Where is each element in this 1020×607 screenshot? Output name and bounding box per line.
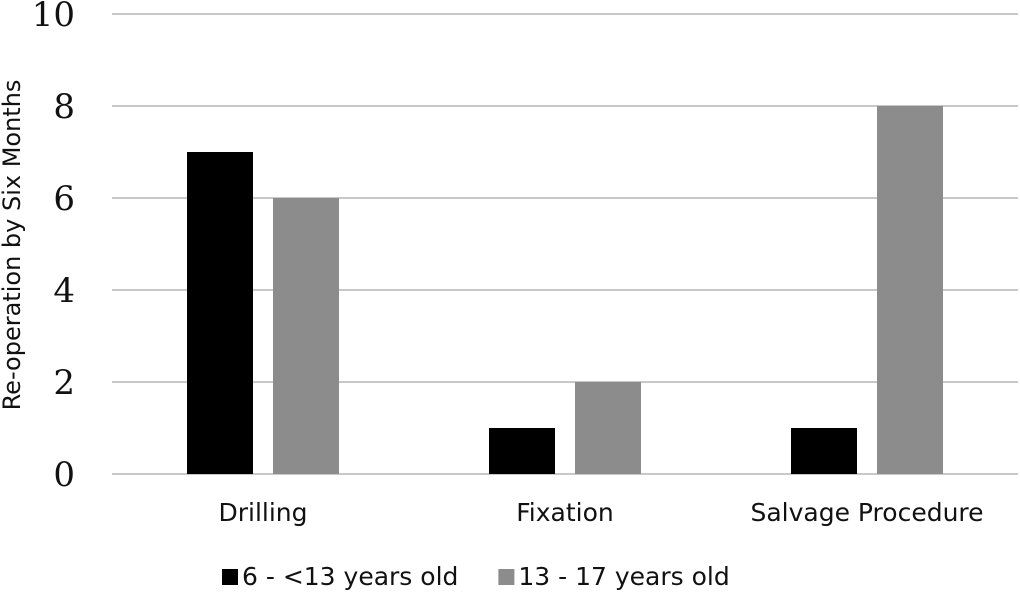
legend-label-1: 6 - <13 years old: [242, 562, 458, 591]
x-category-label: Salvage Procedure: [750, 498, 983, 527]
x-category-label: Fixation: [516, 498, 614, 527]
bar-fixation-series-1: [489, 428, 555, 474]
bar-salvage-procedure-series-2: [877, 106, 943, 474]
bar-salvage-procedure-series-1: [791, 428, 857, 474]
bar-drilling-series-1: [187, 152, 253, 474]
gridlines: [112, 13, 1018, 475]
y-axis-ticks: 0 2 4 6 8 10: [32, 0, 75, 495]
bar-fixation-series-2: [575, 382, 641, 474]
x-axis-categories: Drilling Fixation Salvage Procedure: [218, 498, 983, 527]
legend-label-2: 13 - 17 years old: [518, 562, 729, 591]
y-tick-label: 0: [53, 455, 75, 495]
bar-drilling-series-2: [273, 198, 339, 474]
legend-swatch-1: [222, 569, 238, 585]
y-tick-label: 8: [53, 87, 75, 127]
x-category-label: Drilling: [218, 498, 307, 527]
bars: [187, 106, 943, 474]
y-tick-label: 4: [53, 271, 75, 311]
legend: 6 - <13 years old 13 - 17 years old: [222, 562, 730, 591]
y-tick-label: 10: [32, 0, 75, 35]
legend-swatch-2: [498, 569, 515, 585]
y-tick-label: 2: [53, 363, 75, 403]
y-axis-title: Re-operation by Six Months: [0, 80, 26, 411]
y-tick-label: 6: [53, 179, 75, 219]
